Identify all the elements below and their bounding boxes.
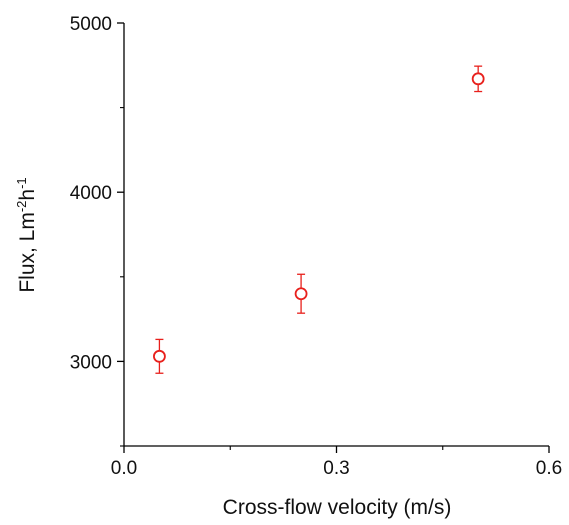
y-axis-title-text: Flux, Lm — [16, 212, 39, 293]
y-tick-label: 3000 — [70, 352, 112, 373]
point-marker — [471, 72, 485, 86]
x-axis-title: Cross-flow velocity (m/s) — [223, 496, 452, 519]
point-marker — [153, 349, 166, 363]
data-point — [294, 273, 308, 314]
data-points — [153, 65, 485, 374]
x-tick-label: 0.0 — [111, 458, 137, 479]
axes — [123, 23, 549, 447]
y-tick-label: 4000 — [70, 183, 112, 204]
point-marker — [294, 287, 308, 301]
y-axis-title-sup2: -1 — [14, 177, 29, 189]
x-tick-label: 0.3 — [323, 458, 349, 479]
y-axis-title-sup1: -2 — [14, 201, 29, 213]
y-tick-label: 5000 — [70, 14, 112, 35]
tick-labels: 0.0 0.3 0.6 3000 4000 5000 — [70, 14, 562, 479]
data-point — [153, 338, 166, 374]
data-point — [471, 65, 485, 93]
x-tick-label: 0.6 — [536, 458, 562, 479]
y-axis-title: Flux, Lm-2h-1 — [14, 177, 39, 292]
y-axis-title-mid: h — [16, 189, 39, 201]
tick-marks — [117, 22, 550, 453]
